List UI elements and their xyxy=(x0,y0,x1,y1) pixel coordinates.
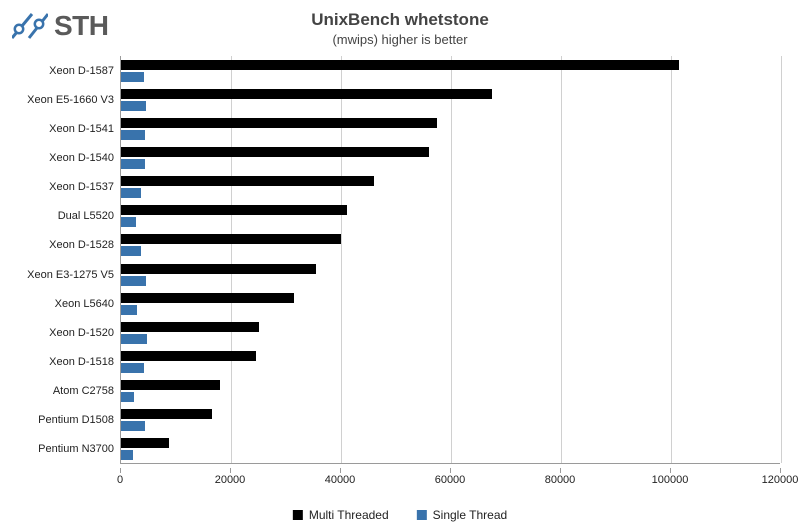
bar-single xyxy=(121,392,134,402)
y-axis-label: Xeon L5640 xyxy=(55,298,114,310)
y-axis-label: Xeon D-1520 xyxy=(49,327,114,339)
y-axis-label: Pentium D1508 xyxy=(38,414,114,426)
bar-multi xyxy=(121,293,294,303)
bar-group xyxy=(121,409,780,431)
bar-group xyxy=(121,60,780,82)
legend-label-single: Single Thread xyxy=(433,508,508,522)
bar-group xyxy=(121,438,780,460)
x-tick-label: 120000 xyxy=(762,474,799,486)
x-tick-label: 60000 xyxy=(435,474,466,486)
bar-multi xyxy=(121,176,374,186)
bar-single xyxy=(121,305,137,315)
legend-item-single: Single Thread xyxy=(417,508,508,522)
bar-multi xyxy=(121,89,492,99)
y-axis-label: Xeon D-1537 xyxy=(49,181,114,193)
bar-single xyxy=(121,246,141,256)
bar-single xyxy=(121,450,133,460)
bar-multi xyxy=(121,380,220,390)
bar-multi xyxy=(121,205,347,215)
brand-text: STH xyxy=(54,10,109,42)
x-tick-mark xyxy=(230,468,231,473)
x-tick-mark xyxy=(560,468,561,473)
bar-multi xyxy=(121,438,169,448)
x-tick-mark xyxy=(120,468,121,473)
bar-group xyxy=(121,176,780,198)
y-axis-label: Xeon D-1540 xyxy=(49,152,114,164)
chart-title: UnixBench whetstone xyxy=(311,10,489,30)
x-tick-label: 100000 xyxy=(652,474,689,486)
chart-title-block: UnixBench whetstone (mwips) higher is be… xyxy=(311,10,489,47)
y-axis-label: Xeon E5-1660 V3 xyxy=(27,94,114,106)
x-tick-mark xyxy=(450,468,451,473)
gridline xyxy=(781,56,782,463)
bar-single xyxy=(121,421,145,431)
bar-group xyxy=(121,205,780,227)
bar-group xyxy=(121,380,780,402)
x-axis-ticks: 020000400006000080000100000120000 xyxy=(120,468,780,488)
x-tick-mark xyxy=(780,468,781,473)
bar-multi xyxy=(121,351,256,361)
bar-single xyxy=(121,217,136,227)
bar-group xyxy=(121,118,780,140)
x-tick-label: 20000 xyxy=(215,474,246,486)
bar-single xyxy=(121,276,146,286)
y-axis-label: Xeon D-1587 xyxy=(49,65,114,77)
y-axis-label: Pentium N3700 xyxy=(38,443,114,455)
x-tick-mark xyxy=(670,468,671,473)
bar-group xyxy=(121,147,780,169)
chart-subtitle: (mwips) higher is better xyxy=(311,32,489,47)
bar-single xyxy=(121,188,141,198)
y-axis-label: Xeon E3-1275 V5 xyxy=(27,269,114,281)
bar-single xyxy=(121,159,145,169)
swatch-single-icon xyxy=(417,510,427,520)
bar-multi xyxy=(121,409,212,419)
x-tick-mark xyxy=(340,468,341,473)
bar-multi xyxy=(121,234,341,244)
y-axis-label: Xeon D-1528 xyxy=(49,239,114,251)
x-tick-label: 40000 xyxy=(325,474,356,486)
bar-group xyxy=(121,89,780,111)
swatch-multi-icon xyxy=(293,510,303,520)
bar-group xyxy=(121,351,780,373)
brand-logo: STH xyxy=(12,8,109,44)
bar-group xyxy=(121,322,780,344)
bar-multi xyxy=(121,147,429,157)
x-tick-label: 80000 xyxy=(545,474,576,486)
legend-label-multi: Multi Threaded xyxy=(309,508,389,522)
x-tick-label: 0 xyxy=(117,474,123,486)
y-axis-labels: Xeon D-1587 Xeon E5-1660 V3 Xeon D-1541 Xeo… xyxy=(0,56,118,464)
bar-single xyxy=(121,130,145,140)
bar-group xyxy=(121,234,780,256)
chart-legend: Multi Threaded Single Thread xyxy=(293,508,507,522)
bar-multi xyxy=(121,264,316,274)
bar-single xyxy=(121,363,144,373)
y-axis-label: Xeon D-1541 xyxy=(49,123,114,135)
bar-multi xyxy=(121,118,437,128)
legend-item-multi: Multi Threaded xyxy=(293,508,389,522)
bar-single xyxy=(121,72,144,82)
bar-single xyxy=(121,101,146,111)
y-axis-label: Atom C2758 xyxy=(53,385,114,397)
bar-multi xyxy=(121,60,679,70)
y-axis-label: Xeon D-1518 xyxy=(49,356,114,368)
bar-multi xyxy=(121,322,259,332)
sth-logo-icon xyxy=(12,8,48,44)
bar-single xyxy=(121,334,147,344)
y-axis-label: Dual L5520 xyxy=(58,210,114,222)
bar-group xyxy=(121,264,780,286)
chart-plot-area xyxy=(120,56,780,464)
bar-group xyxy=(121,293,780,315)
chart-bars xyxy=(121,56,780,463)
